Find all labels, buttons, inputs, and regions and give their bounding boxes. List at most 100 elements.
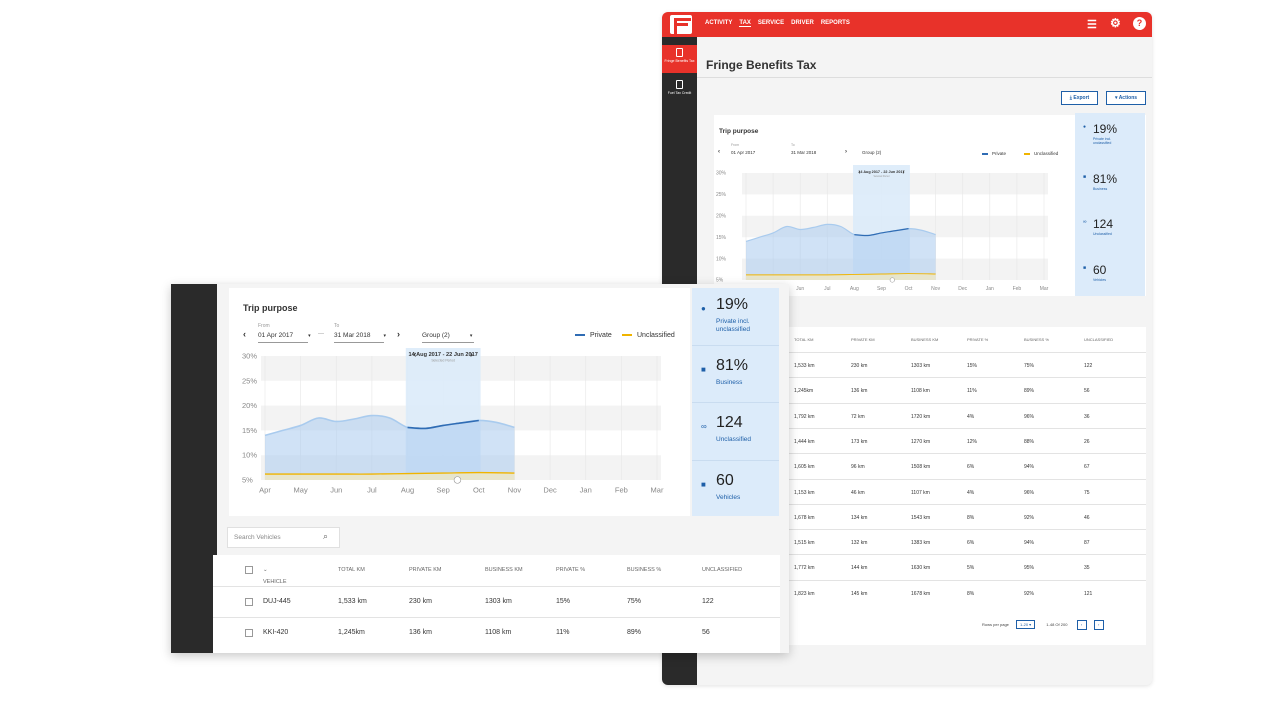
document-icon [676, 80, 683, 89]
table-row[interactable]: 1,533 km 230 km 1303 km 15% 75% 122 [714, 352, 1146, 377]
table-cell: 96 km [851, 464, 865, 471]
nav-activity[interactable]: ACTIVITY [705, 20, 733, 26]
x-tick-label: Dec [958, 286, 967, 292]
table-row[interactable]: 1,678 km 134 km 1543 km 8% 92% 46 [714, 503, 1146, 529]
group-select[interactable]: Group (2) [862, 150, 882, 155]
series-unclassified-line [264, 471, 515, 475]
from-date-select[interactable]: 01 Apr 2017 ▾ [258, 332, 311, 339]
table-cell: 134 km [851, 514, 868, 521]
table-row[interactable]: DUJ-445 1,533 km 230 km 1303 km 15% 75% 122 [213, 586, 780, 617]
table-cell: 96% [1024, 413, 1035, 420]
table-row[interactable]: KKI-420 1,245km 136 km 1108 km 11% 89% 56 [213, 617, 780, 648]
nav-driver[interactable]: DRIVER [791, 20, 814, 26]
table-cell: 8% [967, 514, 975, 521]
person-icon: ● [701, 304, 706, 313]
table-cell: 1270 km [911, 438, 931, 445]
x-tick-label: Nov [931, 286, 940, 292]
table-row[interactable]: 1,772 km 144 km 1630 km 5% 95% 35 [714, 554, 1146, 579]
search-input[interactable]: Search Vehicles [227, 527, 340, 548]
group-underline [422, 342, 474, 343]
next-page-button[interactable]: › [1093, 620, 1104, 630]
to-date-select[interactable]: 31 Mar 2018 ▾ [334, 332, 387, 339]
next-period-button[interactable]: › [845, 149, 847, 155]
table-header-cell: BUSINESS % [1024, 337, 1049, 342]
from-underline [258, 342, 308, 343]
table-row[interactable]: 1,245km 136 km 1108 km 11% 89% 56 [714, 377, 1146, 402]
table-cell: 15% [556, 598, 571, 605]
stat-label: Business [716, 379, 743, 386]
to-date-value: 31 Mar 2018 [334, 332, 371, 339]
period-next-arrow: › [470, 349, 473, 359]
table-cell: 1,533 km [794, 363, 815, 369]
briefcase-icon: ■ [701, 365, 706, 374]
export-button[interactable]: ⤓ Export [1061, 91, 1098, 105]
from-date-select[interactable]: 01 Apr 2017 [731, 150, 756, 155]
table-cell: 26 [1084, 438, 1090, 445]
table-row[interactable]: 1,153 km 46 km 1107 km 4% 96% 75 [714, 478, 1146, 504]
table-row[interactable]: 1,444 km 173 km 1270 km 12% 88% 26 [714, 427, 1146, 453]
prev-period-button[interactable]: ‹ [243, 329, 246, 339]
table-cell: 1,823 km [794, 590, 815, 597]
stat-value: 124 [1093, 217, 1114, 231]
stats-panel: ● 19% Private incl. unclassified ■ 81% B… [1075, 113, 1145, 296]
table-cell: 1107 km [911, 489, 930, 496]
car-icon: ■ [701, 480, 706, 489]
table-cell: 88% [1024, 438, 1035, 445]
table-cell: 46 km [851, 489, 865, 496]
table-header-cell: PRIVATE KM [851, 337, 875, 342]
table-cell: 122 [702, 598, 714, 605]
stat-divider [692, 345, 779, 346]
table-row[interactable]: 1,823 km 145 km 1678 km 8% 92% 121 [714, 579, 1146, 605]
table-cell: 1678 km [911, 590, 931, 597]
card-title: Trip purpose [719, 128, 759, 135]
prev-period-button[interactable]: ‹ [718, 149, 720, 155]
card-title: Trip purpose [243, 303, 298, 313]
help-icon[interactable]: ? [1133, 17, 1146, 30]
selected-period-sublabel: Selected Period [874, 175, 891, 178]
rows-per-page-select[interactable]: 1-20 ▾ [1016, 620, 1036, 629]
table-cell: 1,792 km [794, 413, 815, 420]
page-title: Fringe Benefits Tax [706, 58, 817, 72]
range-drag-handle [889, 277, 895, 283]
checklist-icon[interactable]: ☰ [1087, 19, 1097, 31]
row-checkbox[interactable] [245, 629, 253, 637]
table-row[interactable]: 1,792 km 72 km 1720 km 4% 96% 36 [714, 402, 1146, 428]
table-row[interactable]: 1,515 km 132 km 1383 km 6% 94% 87 [714, 529, 1146, 554]
nav-service[interactable]: SERVICE [757, 20, 785, 26]
table-row[interactable]: 1,605 km 96 km 1508 km 6% 94% 67 [714, 453, 1146, 478]
brand-logo[interactable] [670, 15, 692, 37]
row-checkbox[interactable] [245, 598, 253, 606]
table-cell: 75 [1084, 489, 1090, 496]
prev-page-button[interactable]: ‹ [1076, 620, 1087, 630]
nav-reports[interactable]: REPORTS [820, 20, 850, 26]
gear-icon[interactable]: ⚙ [1110, 16, 1121, 30]
stats-list: ● 19% Private incl. unclassified ■ 81% B… [692, 288, 779, 516]
car-icon: ■ [1083, 265, 1087, 271]
table-cell: 1303 km [911, 363, 931, 369]
table-cell: 4% [967, 489, 975, 496]
y-tick-label: 20% [242, 401, 257, 410]
y-tick-label: 15% [242, 426, 257, 435]
actions-button[interactable]: ▾ Actions [1106, 91, 1146, 105]
sidebar-item-fbt[interactable]: Fringe Benefits Tax [662, 45, 697, 73]
select-all-checkbox[interactable] [245, 566, 253, 574]
stat-value: 60 [716, 472, 734, 489]
nav-tax[interactable]: TAX [739, 20, 751, 27]
unknown-icon: ∞ [1083, 219, 1087, 225]
table-cell: 1108 km [485, 629, 512, 636]
search-icon[interactable]: ⌕ [323, 531, 329, 541]
table-cell: 121 [1084, 590, 1093, 597]
group-select[interactable]: Group (2) ▾ [422, 332, 473, 339]
sort-vehicle-header[interactable]: VEHICLE ⌄ [263, 567, 287, 585]
table-cell: 1508 km [911, 464, 931, 471]
table-cell: DUJ-445 [263, 598, 291, 605]
stat-private: ● 19% Private incl. unclassified [701, 296, 771, 334]
sidebar-item-label: Fringe Benefits Tax [664, 59, 695, 63]
stat-value: 124 [716, 414, 743, 431]
table-cell: 1543 km [911, 514, 931, 521]
next-period-button[interactable]: › [397, 329, 400, 339]
y-tick-label: 10% [242, 451, 257, 460]
table-cell: 1630 km [911, 565, 931, 572]
sidebar-item-ftc[interactable]: Fuel Tax Credit [662, 80, 697, 104]
to-date-select[interactable]: 31 Mar 2018 [791, 150, 817, 155]
